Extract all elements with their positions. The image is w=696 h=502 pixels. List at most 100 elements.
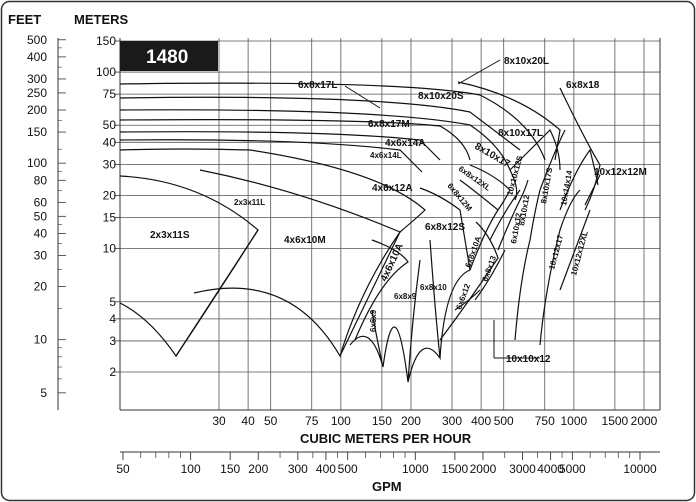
label-10x12x12M: 10x12x12M — [594, 167, 647, 178]
label-6x8x9: 6x8x9 — [394, 292, 417, 301]
gpm-tick-label: 300 — [288, 462, 308, 476]
label-6x8x17L: 6x8x17L — [298, 80, 337, 91]
label-10x10x12: 10x10x12 — [506, 354, 551, 365]
gpm-tick-label: 2000 — [470, 462, 497, 476]
meters-header: METERS — [74, 12, 129, 27]
label-2x3x11S: 2x3x11S — [150, 230, 190, 241]
curve-8x10x17L — [509, 128, 561, 171]
m3h-tick-label: 50 — [264, 414, 278, 428]
meter-tick-label: 2 — [109, 365, 116, 379]
gpm-tick-label: 3000 — [509, 462, 536, 476]
label-10x12x17: 10x12x17 — [547, 233, 565, 270]
m3h-tick-label: 75 — [305, 414, 319, 428]
feet-tick-label: 400 — [27, 50, 47, 64]
feet-header: FEET — [8, 12, 41, 27]
label-6x8x18: 6x8x18 — [566, 80, 600, 91]
label-8x10x17L: 8x10x17L — [498, 128, 543, 139]
feet-tick-label: 20 — [34, 280, 48, 294]
curve-8x10x20L — [457, 81, 561, 161]
feet-tick-label: 150 — [27, 125, 47, 139]
curve-6x10x12 — [497, 179, 529, 251]
meter-tick-label: 30 — [103, 157, 117, 171]
rpm-badge-label: 1480 — [146, 47, 188, 68]
label-6x8x17M: 6x8x17M — [368, 119, 410, 130]
leader-6x8x17L — [344, 85, 381, 109]
label-6x6x9: 6x6x9 — [369, 309, 378, 332]
m3h-tick-label: 1000 — [561, 414, 588, 428]
curve-8x10x12 — [514, 189, 541, 341]
m3h-axis: 30 40 50 75 100 150 200 300 400 500 750 1000 1500 200… — [212, 414, 657, 428]
m3h-tick-label: 2000 — [631, 414, 658, 428]
curve-6x8x12XL — [469, 164, 511, 211]
gpm-tick-label: 10000 — [623, 462, 657, 476]
curve-10x10x12S — [489, 189, 521, 241]
leader-8x10x20L — [457, 59, 501, 85]
m3h-tick-label: 1500 — [602, 414, 629, 428]
label-4x6x14L: 4x6x14L — [370, 151, 402, 160]
feet-tick-label: 200 — [27, 103, 47, 117]
gpm-tick-label: 200 — [248, 462, 268, 476]
rpm-badge — [120, 41, 218, 71]
gpm-tick-label: 5000 — [559, 462, 586, 476]
meter-tick-label: 40 — [103, 135, 117, 149]
feet-tick-label: 80 — [34, 173, 48, 187]
label-8x10x20L: 8x10x20L — [504, 56, 549, 67]
meter-axis: 150 100 75 50 40 30 20 15 10 5 4 3 2 — [96, 34, 120, 379]
m3h-tick-label: 300 — [442, 414, 462, 428]
gpm-tick-label: 100 — [181, 462, 201, 476]
label-2x3x11L: 2x3x11L — [234, 198, 265, 207]
curve-6x6x12 — [454, 289, 481, 311]
label-6x8x12M: 6x8x12M — [445, 182, 474, 214]
leader-10x10x12 — [493, 320, 540, 359]
label-4x6x10M: 4x6x10M — [284, 235, 326, 246]
label-4x6x14A: 4x6x14A — [385, 138, 426, 149]
meter-tick-label: 50 — [103, 118, 117, 132]
feet-tick-label: 40 — [34, 226, 48, 240]
gpm-tick-label: 50 — [116, 462, 130, 476]
label-4x6x10A: 4x6x10A — [379, 242, 406, 283]
curve-4x6x14L — [119, 139, 423, 173]
curve-4x6x14A — [119, 131, 441, 161]
gpm-tick-label: 4000 — [537, 462, 564, 476]
curve-4x6x10M — [193, 169, 401, 358]
gpm-tick-label: 500 — [338, 462, 358, 476]
m3h-tick-label: 750 — [535, 414, 555, 428]
label-6x8x12S: 6x8x12S — [425, 222, 465, 233]
gpm-tick-label: 150 — [220, 462, 240, 476]
feet-tick-label: 10 — [34, 333, 48, 347]
feet-tick-label: 60 — [34, 195, 48, 209]
meter-tick-label: 15 — [103, 211, 117, 225]
meter-tick-label: 75 — [103, 87, 117, 101]
meter-tick-label: 100 — [96, 65, 116, 79]
curve-6x8x10 — [407, 239, 441, 383]
m3h-tick-label: 150 — [372, 414, 392, 428]
gpm-tick-label: 400 — [316, 462, 336, 476]
m3h-tick-label: 200 — [401, 414, 421, 428]
m3h-tick-label: 400 — [471, 414, 491, 428]
meter-tick-label: 20 — [103, 188, 117, 202]
m3h-tick-label: 40 — [241, 414, 255, 428]
label-8x10x12: 8x10x12 — [517, 194, 531, 227]
label-10x12x12XL: 10x12x12XL — [569, 230, 590, 277]
feet-tick-label: 30 — [34, 248, 48, 262]
m3h-tick-label: 500 — [494, 414, 514, 428]
curve-10x14x14 — [559, 148, 599, 211]
curve-8x10x17S — [539, 129, 566, 191]
label-6x6x12: 6x6x12 — [454, 282, 472, 311]
meter-tick-label: 5 — [109, 295, 116, 309]
gpm-tick-label: 1000 — [402, 462, 429, 476]
meter-tick-label: 150 — [96, 34, 116, 48]
curve-6x8x12M — [459, 179, 499, 271]
m3h-tick-label: 30 — [212, 414, 226, 428]
curve-4x6x12A — [119, 148, 426, 357]
feet-tick-label: 250 — [27, 86, 47, 100]
pump-curves — [119, 81, 601, 383]
curve-2x3x11L — [175, 229, 259, 357]
curve-6x8x18 — [559, 87, 601, 211]
curve-8x10x17 — [119, 109, 518, 201]
curve-10x12x12XL — [559, 209, 591, 291]
m3h-axis-title: CUBIC METERS PER HOUR — [300, 431, 472, 446]
